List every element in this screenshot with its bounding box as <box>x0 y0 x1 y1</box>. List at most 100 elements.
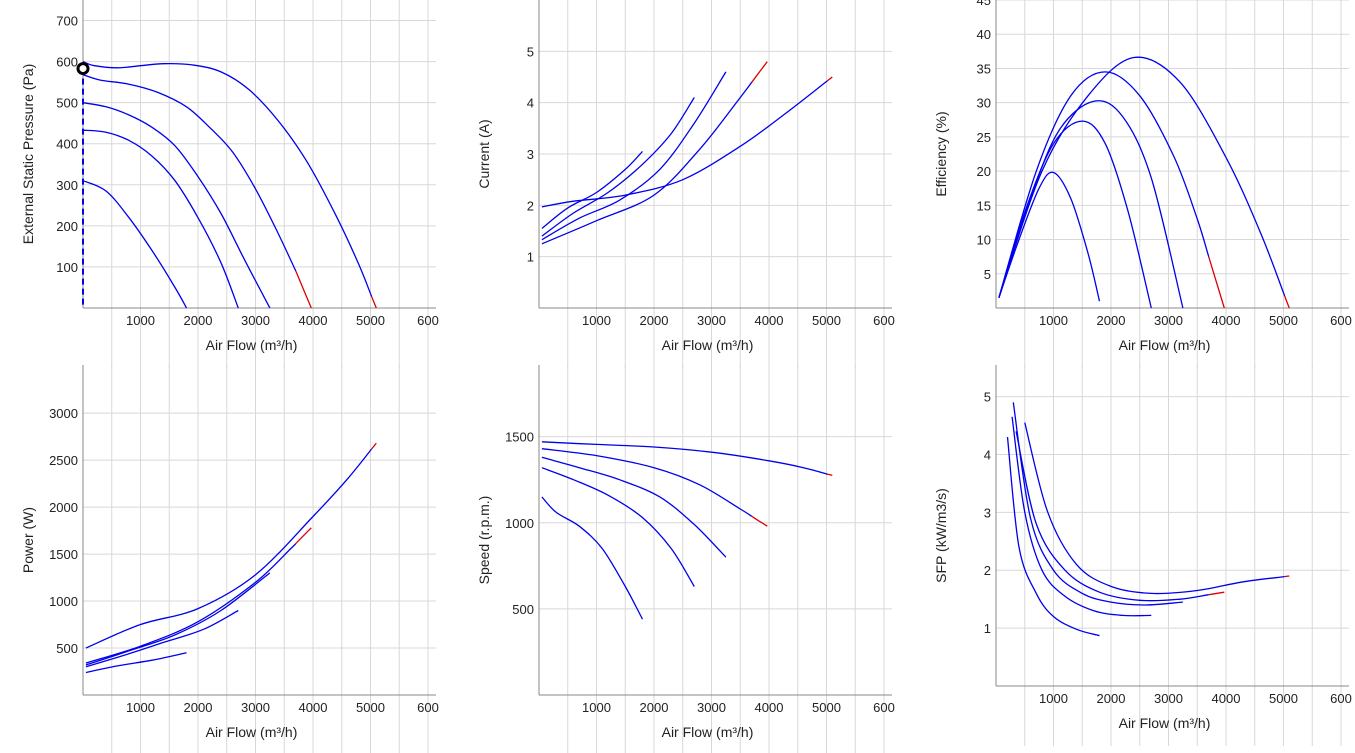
speed-series-4-line <box>541 448 753 517</box>
y-tick-label: 600 <box>56 55 78 70</box>
pressure-series-1-line <box>82 180 188 309</box>
x-tick-label: 4000 <box>299 313 328 328</box>
pressure-chart: 1000 2000 3000 4000 5000 600 100 200 300 400 500 60… <box>20 0 439 368</box>
pressure-series-4-line <box>82 74 297 272</box>
y-tick-label: 40 <box>977 27 991 42</box>
speed-chart: 1000 2000 3000 4000 5000 600 500 1000 1500 Air Fl… <box>476 365 895 753</box>
y-tick-label: 5 <box>527 44 534 59</box>
y-axis-label: External Static Pressure (Pa) <box>20 64 36 245</box>
x-tick-label: 2000 <box>640 700 669 715</box>
x-tick-label: 600 <box>417 700 439 715</box>
y-tick-label: 500 <box>56 641 78 656</box>
y-tick-label: 500 <box>512 602 534 617</box>
y-tick-label: 45 <box>977 0 991 8</box>
power-series-2-line <box>85 609 239 668</box>
y-tick-label: 15 <box>977 198 991 213</box>
current-series-2-line <box>541 97 695 237</box>
operating-point-marker[interactable] <box>76 62 90 76</box>
y-tick-label: 1 <box>984 621 991 636</box>
pressure-series-5-overload-line <box>371 296 377 309</box>
y-tick-label: 400 <box>56 137 78 152</box>
y-tick-label: 4 <box>527 96 534 111</box>
speed-series-1-line <box>541 496 644 620</box>
current-series-4-line <box>541 81 753 245</box>
y-tick-label: 500 <box>56 96 78 111</box>
efficiency-chart: 1000 2000 3000 4000 5000 600 5 10 15 20 25 30 35 40 45… <box>933 0 1352 368</box>
x-axis-label: Air Flow (m³/h) <box>662 724 754 740</box>
y-tick-label: 2 <box>984 563 991 578</box>
y-tick-label: 20 <box>977 164 991 179</box>
y-tick-label: 1500 <box>505 430 534 445</box>
y-tick-label: 3000 <box>49 406 78 421</box>
x-axis-label: Air Flow (m³/h) <box>206 724 298 740</box>
x-tick-label: 3000 <box>1154 313 1183 328</box>
x-tick-label: 1000 <box>582 313 611 328</box>
y-tick-label: 25 <box>977 130 991 145</box>
y-tick-label: 200 <box>56 219 78 234</box>
power-series-5-line <box>85 448 373 649</box>
x-tick-label: 600 <box>417 313 439 328</box>
current-series-5-overload-line <box>827 76 833 82</box>
x-tick-label: 600 <box>873 313 895 328</box>
y-axis-label: Current (A) <box>476 119 492 188</box>
x-tick-label: 600 <box>873 700 895 715</box>
current-series-5-line <box>541 80 829 208</box>
pressure-series-2-line <box>82 129 239 309</box>
y-axis-label: Power (W) <box>20 507 36 573</box>
x-tick-label: 5000 <box>356 313 385 328</box>
x-tick-label: 2000 <box>184 700 213 715</box>
x-tick-label: 4000 <box>1212 313 1241 328</box>
power-series-4-line <box>85 543 297 664</box>
speed-series-3-line <box>541 456 727 558</box>
x-axis-label: Air Flow (m³/h) <box>1119 337 1211 353</box>
speed-series-2-line <box>541 467 695 587</box>
x-tick-label: 600 <box>1330 691 1352 706</box>
y-tick-label: 5 <box>984 390 991 405</box>
sfp-series-2-line <box>1011 416 1152 617</box>
x-tick-label: 3000 <box>697 313 726 328</box>
power-chart: 1000 2000 3000 4000 5000 600 500 1000 1500 2000 25… <box>20 365 439 753</box>
x-tick-label: 4000 <box>755 313 784 328</box>
power-series-4-overload-line <box>295 527 312 545</box>
y-tick-label: 2000 <box>49 500 78 515</box>
efficiency-series-3-line <box>998 100 1184 309</box>
efficiency-series-1-line <box>998 171 1101 302</box>
current-series-1-line <box>541 150 643 229</box>
x-tick-label: 4000 <box>1212 691 1241 706</box>
x-axis-label: Air Flow (m³/h) <box>206 337 298 353</box>
speed-series-5-line <box>541 441 828 475</box>
y-tick-label: 1000 <box>505 516 534 531</box>
x-tick-label: 3000 <box>241 700 270 715</box>
current-chart: 1000 2000 3000 4000 5000 600 1 2 3 4 5 Air Flow (m³… <box>476 0 895 368</box>
y-axis-label: Efficiency (%) <box>933 111 949 196</box>
efficiency-series-5-overload-line <box>1284 295 1290 309</box>
x-tick-label: 1000 <box>1039 313 1068 328</box>
x-tick-label: 1000 <box>126 700 155 715</box>
sfp-series-4-line <box>1015 431 1209 602</box>
power-series-1-line <box>85 652 187 674</box>
x-tick-label: 5000 <box>1269 313 1298 328</box>
x-tick-label: 3000 <box>1154 691 1183 706</box>
power-series-5-overload-line <box>371 442 377 450</box>
x-tick-label: 1000 <box>582 700 611 715</box>
x-tick-label: 3000 <box>697 700 726 715</box>
x-tick-label: 2000 <box>640 313 669 328</box>
y-tick-label: 5 <box>984 267 991 282</box>
x-tick-label: 5000 <box>812 700 841 715</box>
power-series-3-line <box>85 572 271 666</box>
speed-series-5-overload-line <box>827 473 833 477</box>
sfp-series-5-overload-line <box>1284 575 1290 578</box>
y-tick-label: 4 <box>984 447 991 462</box>
y-tick-label: 10 <box>977 233 991 248</box>
y-tick-label: 1 <box>527 250 534 265</box>
x-tick-label: 600 <box>1330 313 1352 328</box>
x-tick-label: 4000 <box>299 700 328 715</box>
current-series-4-overload-line <box>751 61 768 83</box>
y-tick-label: 30 <box>977 96 991 111</box>
x-tick-label: 1000 <box>1039 691 1068 706</box>
x-tick-label: 1000 <box>126 313 155 328</box>
y-tick-label: 100 <box>56 260 78 275</box>
x-tick-label: 5000 <box>812 313 841 328</box>
y-tick-label: 2500 <box>49 453 78 468</box>
